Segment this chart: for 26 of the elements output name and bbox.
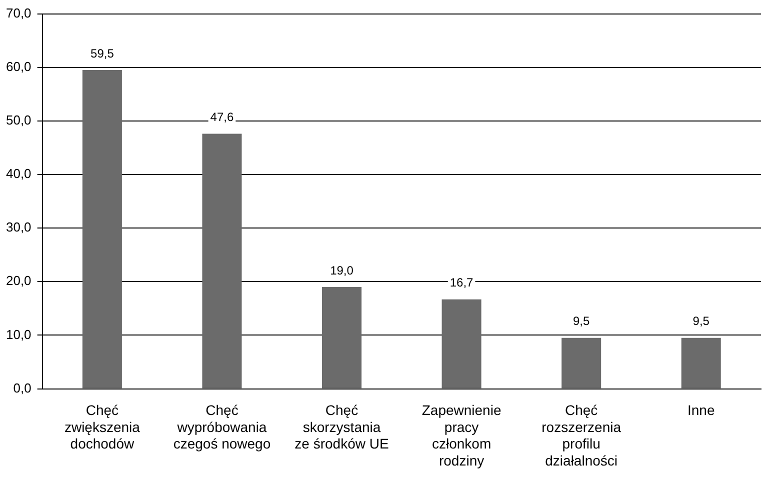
- data-label: 16,7: [450, 276, 474, 290]
- y-tick-label: 10,0: [6, 326, 32, 342]
- bar: [202, 134, 242, 388]
- x-tick-label: Chęć skorzystania ze środków UE: [294, 402, 389, 452]
- data-label: 9,5: [692, 314, 710, 328]
- data-label: 59,5: [90, 46, 114, 60]
- y-tick-label: 30,0: [6, 220, 32, 235]
- y-tick-label: 20,0: [6, 273, 32, 288]
- y-tick-label: 50,0: [6, 112, 32, 128]
- y-tick-label: 60,0: [6, 58, 32, 74]
- y-tick-label: 40,0: [6, 166, 32, 182]
- data-label: 19,0: [330, 263, 354, 278]
- data-label: 9,5: [572, 314, 590, 328]
- bar: [681, 338, 721, 388]
- x-tick-label: Zapewnienie pracy członkom rodziny: [422, 402, 502, 468]
- bar: [82, 70, 122, 388]
- bar: [562, 338, 602, 388]
- data-label: 47,6: [210, 110, 234, 124]
- x-tick-label: Chęć zwiększenia dochodów: [64, 402, 140, 452]
- y-tick-label: 0,0: [13, 380, 32, 396]
- x-tick-label: Inne: [687, 402, 715, 418]
- x-tick-label: Chęć rozszerzenia profilu działalności: [542, 402, 622, 468]
- bar: [442, 299, 482, 388]
- x-tick-label: Chęć wypróbowania czegoś nowego: [173, 402, 271, 452]
- y-tick-label: 70,0: [6, 5, 32, 20]
- bar: [322, 287, 362, 388]
